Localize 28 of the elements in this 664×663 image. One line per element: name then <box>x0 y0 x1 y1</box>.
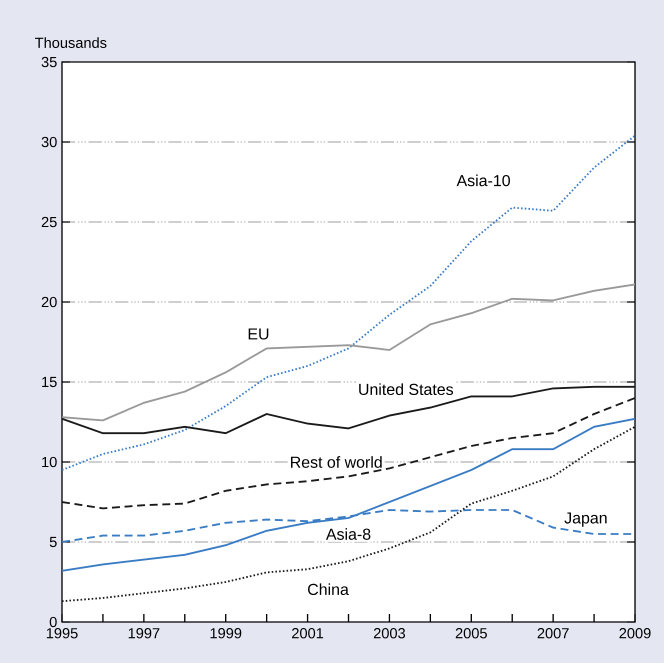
series-label: United States <box>359 383 454 396</box>
x-tick-label: 2007 <box>538 628 569 638</box>
series-label: Asia-10 <box>456 174 510 186</box>
x-tick-label: 1997 <box>128 628 160 638</box>
x-tick-label: 1995 <box>46 628 78 638</box>
line-series <box>62 426 636 602</box>
series-label: Asia-8 <box>326 528 370 540</box>
y-tick-label: 30 <box>42 136 57 148</box>
y-tick-label: 10 <box>42 456 57 468</box>
line-series <box>62 283 636 422</box>
series-label: China <box>308 583 349 596</box>
y-tick-label: 20 <box>42 296 57 308</box>
y-tick-label: 25 <box>42 216 57 228</box>
x-tick-label: 2005 <box>456 628 487 638</box>
x-tick-label: 1999 <box>210 628 242 638</box>
y-axis-title: Thousands <box>35 37 106 48</box>
y-tick-label: 0 <box>50 616 57 628</box>
series-label: EU <box>248 328 268 340</box>
line-series <box>62 397 636 510</box>
series-label: Rest of world <box>291 456 382 468</box>
x-tick-label: 2009 <box>619 628 651 638</box>
x-tick-label: 2003 <box>374 628 406 638</box>
x-tick-label: 2001 <box>292 628 324 638</box>
series-label: Japan <box>564 512 607 527</box>
y-tick-label: 35 <box>42 56 57 68</box>
y-tick-label: 5 <box>50 536 57 548</box>
line-series <box>62 134 636 471</box>
y-tick-label: 15 <box>42 376 57 388</box>
